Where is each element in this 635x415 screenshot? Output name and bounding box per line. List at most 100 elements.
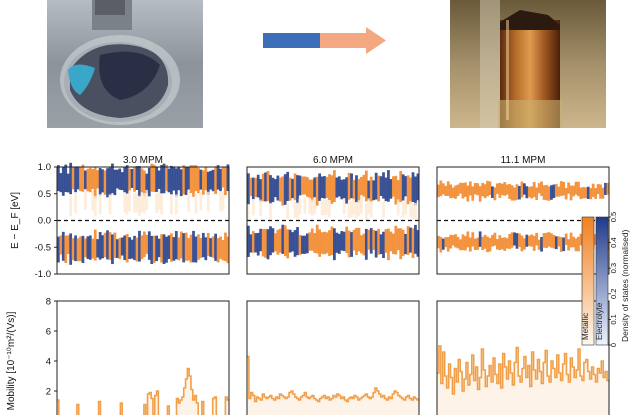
dos-upper-stripe <box>261 173 265 202</box>
dos-upper-stripe <box>98 167 102 196</box>
dos-upper-stripe <box>206 171 210 195</box>
dos-lower-stripe <box>66 235 70 254</box>
dos-lower-stripe <box>301 235 304 254</box>
dos-tail <box>360 197 363 214</box>
dos-upper-stripe <box>325 177 329 198</box>
dos-tail <box>298 198 302 215</box>
dos-tail <box>221 190 225 211</box>
dos-upper-stripe <box>113 169 117 196</box>
dos-upper-stripe <box>500 183 504 196</box>
dos-tail <box>357 200 361 217</box>
dos-lower-stripe <box>140 235 144 260</box>
dos-lower-stripe <box>93 229 97 261</box>
dos-upper-stripe <box>572 185 575 197</box>
dos-lower-stripe <box>493 232 497 246</box>
dos-tail <box>135 192 139 213</box>
ytick-label: 0.0 <box>38 216 51 227</box>
dos-upper-stripe <box>274 179 277 198</box>
dos-upper-stripe <box>340 179 344 200</box>
dos-tail <box>187 191 190 212</box>
dos-lower-stripe <box>111 234 114 265</box>
dos-tail <box>133 192 136 213</box>
dos-lower-stripe <box>266 229 270 260</box>
dos-upper-stripe <box>562 181 566 196</box>
dos-lower-stripe <box>247 225 250 257</box>
mobility-line <box>437 345 609 395</box>
dos-lower-stripe <box>84 238 87 258</box>
dos-upper-stripe <box>128 168 132 191</box>
dos-lower-stripe <box>439 236 443 253</box>
dos-upper-stripe <box>454 185 457 199</box>
dos-lower-stripe <box>357 227 361 252</box>
dos-upper-stripe <box>211 169 215 192</box>
dos-lower-stripe <box>337 233 341 254</box>
dos-tail <box>411 203 415 220</box>
dos-upper-stripe <box>172 166 176 191</box>
dos-lower-stripe <box>401 229 405 256</box>
dos-lower-stripe <box>559 237 563 252</box>
dos-upper-stripe <box>579 187 583 200</box>
dos-upper-stripe <box>471 186 475 201</box>
dos-upper-stripe <box>491 186 494 198</box>
dos-upper-stripe <box>342 179 346 199</box>
dos-lower-stripe <box>594 234 598 245</box>
dos-upper-stripe <box>333 170 336 203</box>
dos-upper-stripe <box>155 166 159 192</box>
dos-tail <box>350 200 353 217</box>
dos-upper-stripe <box>523 183 526 195</box>
dos-upper-stripe <box>303 176 307 195</box>
dos-upper-stripe <box>396 180 400 202</box>
arrow <box>263 27 386 54</box>
dos-lower-stripe <box>473 238 477 250</box>
dos-lower-stripe <box>335 232 339 253</box>
dos-upper-stripe <box>120 172 124 191</box>
dos-lower-stripe <box>118 237 122 260</box>
colorbar-metallic-label: Metallic <box>581 313 590 340</box>
dos-lower-stripe <box>372 230 376 250</box>
dos-lower-stripe <box>342 231 346 252</box>
dos-upper-stripe <box>221 167 225 188</box>
dos-upper-stripe <box>567 182 570 194</box>
dos-upper-stripe <box>542 185 546 200</box>
dos-upper-stripe <box>84 170 87 190</box>
dos-lower-stripe <box>138 230 141 262</box>
dos-lower-stripe <box>155 235 159 262</box>
dos-upper-stripe <box>283 174 287 205</box>
dos-tail <box>308 197 312 214</box>
dos-upper-stripe <box>508 184 512 199</box>
dos-upper-stripe <box>69 162 73 195</box>
dos-lower-stripe <box>184 232 188 261</box>
ytick-label: 6 <box>46 327 51 338</box>
dos-upper-stripe <box>372 180 376 201</box>
dos-upper-stripe <box>591 183 595 197</box>
dos-upper-stripe <box>468 181 472 196</box>
dos-upper-stripe <box>559 181 563 196</box>
dos-upper-stripe <box>79 166 82 192</box>
dos-lower-stripe <box>318 229 322 257</box>
dos-upper-stripe <box>259 179 263 202</box>
dos-lower-stripe <box>128 237 132 259</box>
dos-upper-stripe <box>133 167 136 192</box>
chart-5 <box>436 300 610 415</box>
dos-lower-stripe <box>204 237 208 261</box>
dos-lower-stripe <box>120 237 124 256</box>
dos-lower-stripe <box>106 230 109 260</box>
ytick-label: 8 <box>46 297 51 308</box>
dos-lower-stripe <box>451 235 455 246</box>
chart-0: 3.0 MPM 1.0 0.5 0.0 -0.5 -1.0 E − E_F [eV] <box>10 155 230 280</box>
dos-lower-stripe <box>384 229 388 253</box>
dos-upper-stripe <box>367 180 371 201</box>
dos-upper-stripe <box>495 183 499 194</box>
dos-lower-stripe <box>567 239 570 251</box>
dos-upper-stripe <box>130 169 134 188</box>
dos-upper-stripe <box>503 182 507 196</box>
dos-lower-stripe <box>464 236 467 251</box>
dos-upper-stripe <box>584 187 588 199</box>
dos-upper-stripe <box>266 170 270 202</box>
dos-upper-stripe <box>345 177 349 204</box>
dos-tail <box>174 194 178 215</box>
colorbar-title: Density of states (normalised) <box>620 229 630 342</box>
dos-lower-stripe <box>259 228 263 252</box>
dos-tail <box>84 189 87 210</box>
dos-tail <box>342 198 346 215</box>
